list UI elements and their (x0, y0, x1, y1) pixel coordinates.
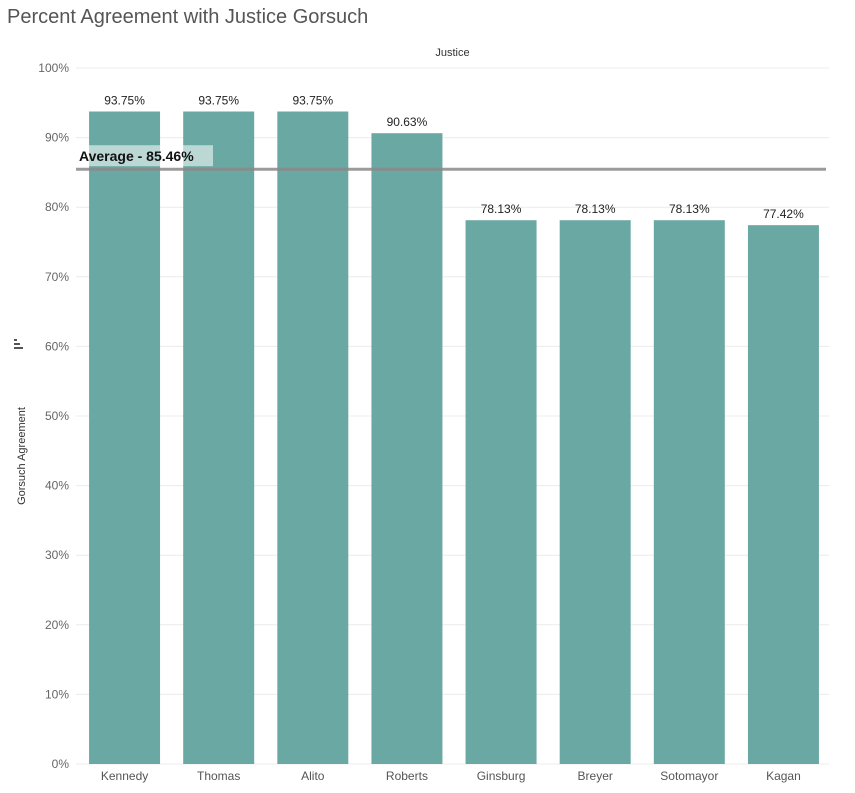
y-tick-label: 20% (45, 618, 69, 632)
y-tick-label: 0% (52, 757, 70, 771)
y-tick-label: 40% (45, 479, 69, 493)
x-tick-label: Roberts (386, 769, 428, 783)
y-tick-label: 100% (38, 61, 69, 75)
data-label: 93.75% (104, 94, 145, 108)
data-label: 78.13% (481, 202, 522, 216)
data-label: 93.75% (292, 94, 333, 108)
x-tick-label: Thomas (197, 769, 240, 783)
y-tick-label: 70% (45, 270, 69, 284)
y-axis: 0% 10% 20% 30% 40% 50% 60% 70% 80% 90% 100% (38, 61, 69, 771)
y-tick-label: 80% (45, 200, 69, 214)
y-tick-label: 30% (45, 548, 69, 562)
x-tick-label: Breyer (578, 769, 613, 783)
bar-kagan (747, 225, 819, 764)
bar-thomas (183, 111, 255, 764)
y-tick-label: 90% (45, 131, 69, 145)
reference-label-background (77, 145, 213, 167)
y-tick-label: 60% (45, 339, 69, 353)
bar-kennedy (89, 111, 161, 764)
data-label: 77.42% (763, 207, 804, 221)
x-tick-label: Kennedy (101, 769, 148, 783)
sort-icon[interactable] (14, 339, 23, 349)
reference-line-group: Average - 85.46% (76, 145, 826, 171)
x-tick-label: Ginsburg (477, 769, 526, 783)
y-axis-title: Gorsuch Agreement (16, 407, 28, 505)
bar-sotomayor (653, 220, 725, 764)
x-tick-label: Kagan (766, 769, 801, 783)
chart-title: Percent Agreement with Justice Gorsuch (7, 6, 369, 28)
bar-ginsburg (465, 220, 537, 764)
bar-alito (277, 111, 349, 764)
x-tick-label: Sotomayor (660, 769, 718, 783)
column-header: Justice (435, 47, 469, 59)
data-label: 90.63% (387, 115, 428, 129)
data-label: 93.75% (198, 94, 239, 108)
data-label: 78.13% (669, 202, 710, 216)
bar-breyer (559, 220, 631, 764)
bars: 93.75% Kennedy 93.75% Thomas 93.75% Alito 90.6… (89, 94, 819, 783)
y-tick-label: 50% (45, 409, 69, 423)
reference-line-label: Average - 85.46% (79, 148, 194, 164)
data-label: 78.13% (575, 202, 616, 216)
x-tick-label: Alito (301, 769, 325, 783)
y-tick-label: 10% (45, 687, 69, 701)
bar-roberts (371, 133, 443, 764)
